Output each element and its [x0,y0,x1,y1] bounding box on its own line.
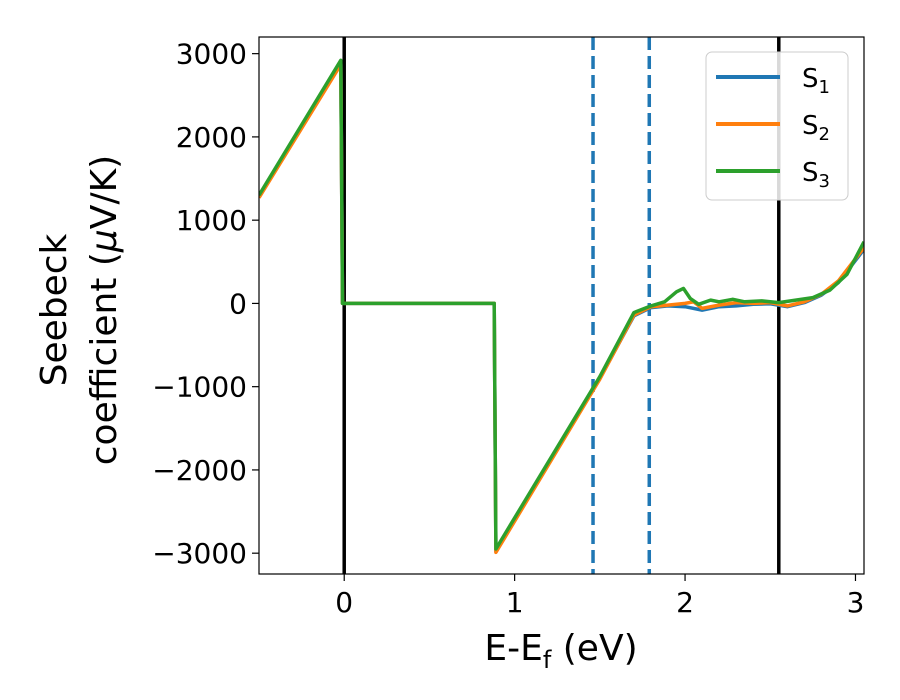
x-tick-label: 0 [335,586,353,619]
x-axis-ticks: 0 1 2 3 [335,574,864,619]
series-lines [259,58,864,555]
y-axis-ticks: −3000 −2000 −1000 0 1000 2000 3000 [152,38,259,570]
x-tick-label: 1 [506,586,524,619]
y-tick-label: 1000 [176,204,247,237]
y-tick-label: 0 [229,287,247,320]
y-tick-label: −2000 [152,454,247,487]
y-axis-title-line1: Seebeck [34,233,75,386]
legend-label-S2: S2 [802,111,830,145]
legend: S1 S2 S3 [705,51,849,201]
legend-label-S3: S3 [802,158,830,192]
legend-label-S1: S1 [802,64,830,98]
y-axis-title-line2: coefficient (μV/K) [84,155,125,465]
series-line-S3 [259,58,864,551]
x-axis-title: E-Ef (eV) [484,628,637,674]
y-axis-title: Seebeck coefficient (μV/K) [34,155,125,465]
y-tick-label: 2000 [176,121,247,154]
x-tick-label: 2 [676,586,694,619]
y-tick-label: −1000 [152,371,247,404]
y-tick-label: 3000 [176,38,247,71]
x-tick-label: 3 [847,586,865,619]
y-tick-label: −3000 [152,537,247,570]
plot-frame [258,36,865,575]
